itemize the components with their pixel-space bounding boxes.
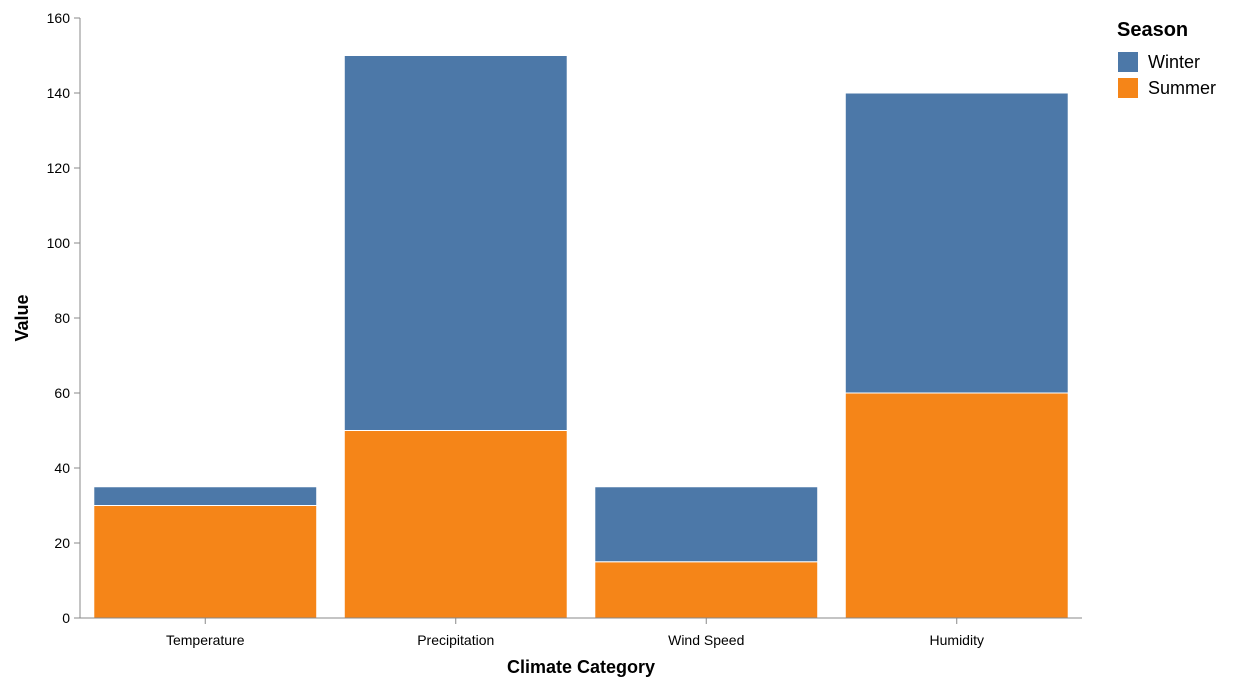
bar-winter-wind-speed [594, 486, 819, 563]
bar-summer-precipitation [343, 430, 568, 619]
y-tick-label: 60 [54, 385, 70, 401]
y-tick-label: 40 [54, 460, 70, 476]
y-tick-label: 100 [47, 235, 71, 251]
bar-winter-precipitation [343, 55, 568, 431]
x-tick-label: Wind Speed [668, 632, 744, 648]
y-tick-label: 0 [62, 610, 70, 626]
y-axis-title: Value [12, 294, 32, 341]
bar-winter-temperature [93, 486, 318, 506]
x-tick-label: Humidity [930, 632, 984, 648]
x-tick-label: Temperature [166, 632, 245, 648]
y-tick-label: 160 [47, 10, 71, 26]
bar-winter-humidity [844, 92, 1069, 394]
bar-summer-wind-speed [594, 561, 819, 619]
bars-layer [93, 55, 1069, 619]
legend-swatch-winter [1118, 52, 1138, 72]
legend-label-summer: Summer [1148, 78, 1216, 98]
legend-label-winter: Winter [1148, 52, 1200, 72]
legend: Season Winter Summer [1117, 19, 1216, 98]
y-tick-label: 20 [54, 535, 70, 551]
x-tick-label: Precipitation [417, 632, 494, 648]
x-axis-title: Climate Category [507, 657, 655, 677]
y-tick-label: 120 [47, 160, 71, 176]
y-tick-label: 140 [47, 85, 71, 101]
legend-title: Season [1117, 19, 1188, 41]
bar-summer-temperature [93, 505, 318, 619]
bar-summer-humidity [844, 392, 1069, 619]
y-axis: 0 20 40 60 80 100 120 140 160 [47, 10, 81, 626]
x-axis: Temperature Precipitation Wind Speed Humidi… [80, 617, 1082, 648]
legend-swatch-summer [1118, 78, 1138, 98]
y-tick-label: 80 [54, 310, 70, 326]
